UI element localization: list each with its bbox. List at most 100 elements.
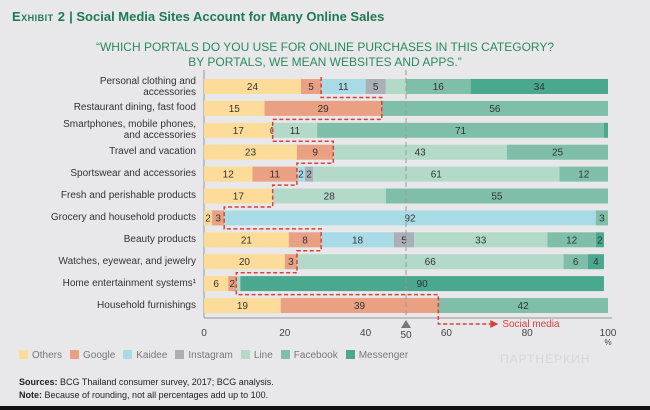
question-line-1: “WHICH PORTALS DO YOU USE FOR ONLINE PUR… [95, 40, 555, 54]
legend-label: Google [83, 350, 116, 361]
bar-facebook [507, 144, 608, 160]
data-label: 18 [352, 235, 364, 246]
legend-swatch [175, 350, 185, 359]
bar-kaidee [296, 166, 305, 182]
data-label: 2 [205, 213, 211, 224]
bar-google [300, 79, 322, 94]
bar-google [252, 166, 297, 182]
data-label: 25 [552, 148, 564, 159]
data-label: 8 [302, 235, 308, 246]
bar-line [414, 232, 548, 248]
x-tick-label: 0 [201, 328, 207, 339]
legend-swatch [345, 350, 355, 359]
data-label: 21 [241, 235, 253, 246]
bar-kaidee [224, 210, 596, 226]
bar-google [228, 276, 237, 292]
data-label: 11 [338, 82, 349, 93]
data-label: 5 [308, 82, 314, 93]
data-label: 15 [229, 104, 241, 115]
bar-google [264, 100, 382, 116]
bar-messenger [603, 122, 608, 138]
bar-line [385, 79, 406, 94]
data-label: 12 [578, 170, 590, 181]
data-label: 2 [229, 279, 235, 290]
bar-others [204, 188, 273, 204]
note-text: Because of rounding, not all percentages… [42, 390, 269, 400]
legend-swatch [123, 350, 133, 359]
legend-item-others: Others [19, 350, 62, 361]
bar-messenger [240, 276, 604, 292]
data-label: 92 [404, 213, 416, 224]
rounding-note: Note: Because of rounding, not all perce… [19, 390, 268, 400]
data-label: 23 [245, 148, 257, 159]
bar-line [236, 276, 241, 292]
bar-google [284, 254, 297, 270]
bar-others [204, 166, 253, 182]
bar-facebook [381, 100, 608, 116]
x-tick-label: 20 [279, 328, 291, 339]
legend-label: Facebook [293, 350, 338, 361]
sources-text: BCG Thailand consumer survey, 2017; BCG … [57, 377, 274, 387]
legend-item-kaidee: Kaidee [123, 350, 167, 361]
bar-facebook [563, 254, 588, 270]
data-label: 90 [417, 279, 429, 290]
legend-swatch [70, 350, 80, 359]
exhibit-title: Exhibit 2 | Social Media Sites Account f… [12, 9, 385, 24]
x-unit-label: % [604, 338, 611, 347]
data-label: 4 [593, 257, 599, 268]
data-label: 29 [318, 104, 330, 115]
data-label: 3 [215, 213, 221, 224]
legend-item-messenger: Messenger [345, 350, 408, 361]
data-label: 5 [401, 235, 407, 246]
category-label: Smartphones, mobile phones, and accessor… [63, 119, 196, 142]
bar-facebook [317, 122, 604, 138]
data-label: 34 [534, 82, 546, 93]
data-label: 24 [247, 82, 259, 93]
data-label: 12 [223, 170, 235, 181]
bar-others [204, 144, 297, 160]
category-label: Beauty products [123, 233, 196, 245]
survey-question: “WHICH PORTALS DO YOU USE FOR ONLINE PUR… [0, 40, 650, 70]
bar-facebook [438, 298, 608, 313]
data-label: 16 [433, 82, 445, 93]
data-label: 2 [306, 170, 312, 181]
legend-swatch [240, 350, 250, 359]
data-label: 42 [518, 301, 530, 312]
social-media-boundary [223, 77, 491, 325]
bar-instagram [393, 232, 415, 248]
data-label: 9 [312, 148, 318, 159]
legend-item-google: Google [70, 350, 115, 361]
data-label: 55 [491, 192, 503, 203]
bottom-border [0, 406, 650, 410]
category-label: Travel and vacation [109, 146, 196, 158]
title-text: Social Media Sites Account for Many Onli… [76, 9, 385, 24]
category-label: Home entertainment systems¹ [62, 277, 196, 289]
bar-google [296, 144, 334, 160]
bar-others [204, 232, 289, 248]
bar-facebook [385, 188, 608, 204]
category-label: Watches, eyewear, and jewelry [58, 255, 196, 267]
arrow-right-icon [490, 320, 499, 328]
legend-label: Instagram [188, 350, 233, 361]
bar-others [204, 298, 281, 313]
bar-line [272, 122, 318, 138]
category-label: Household furnishings [97, 299, 196, 311]
category-label: Sportswear and accessories [70, 168, 196, 180]
data-label: 2 [298, 170, 304, 181]
bar-line [333, 144, 507, 160]
data-label: 2 [597, 235, 603, 246]
legend-item-facebook: Facebook [280, 350, 338, 361]
exhibit-number: Exhibit 2 [12, 9, 66, 24]
bar-kaidee [321, 79, 366, 94]
data-label: 3 [288, 257, 294, 268]
bar-google [280, 298, 439, 313]
bar-line [313, 166, 560, 182]
watermark-logo: ПАРТНЕРКИН [500, 352, 591, 366]
sources-label: Sources: [19, 377, 58, 387]
data-label: 71 [455, 126, 467, 137]
question-line-2: BY PORTALS, WE MEAN WEBSITES AND APPS.” [188, 55, 462, 69]
bar-google [288, 232, 322, 248]
data-label: 39 [354, 301, 366, 312]
